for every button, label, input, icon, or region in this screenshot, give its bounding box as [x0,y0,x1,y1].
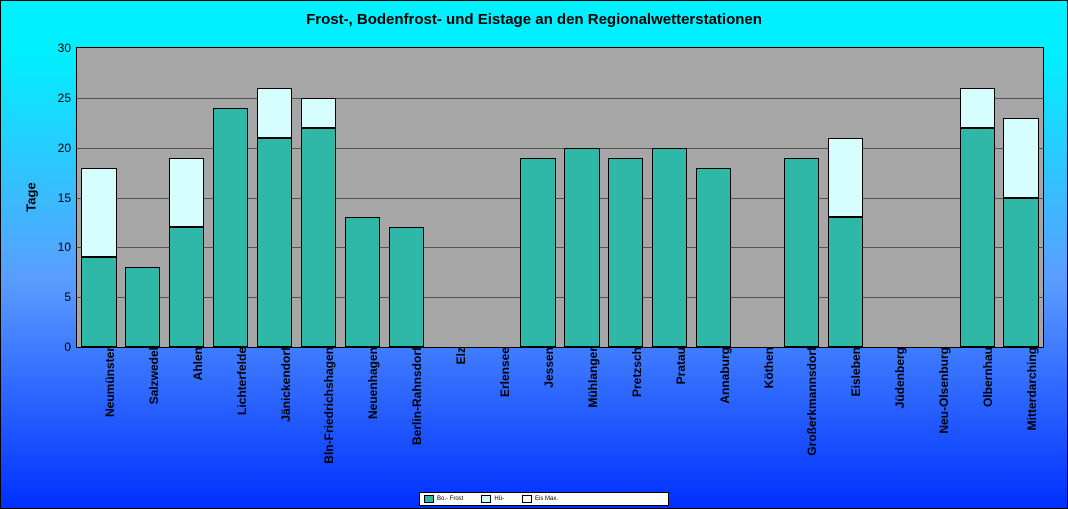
category-label: Jüdenberg [889,347,907,408]
bar-segment [1003,198,1038,348]
bar-slot: Neuenhagen [340,48,384,347]
chart-title: Frost-, Bodenfrost- und Eistage an den R… [1,11,1067,28]
legend-swatch [481,495,491,503]
bar-segment [828,217,863,347]
bar-segment [520,158,555,347]
bar-segment [125,267,160,347]
y-tick-label: 5 [64,290,77,304]
category-label: Jessen [538,347,556,388]
bar-segment [828,138,863,218]
category-label: Neu-Olsenburg [933,347,951,434]
category-label: Annaburg [714,347,732,404]
bar-slot: Pratau [648,48,692,347]
category-label: Pretzsch [626,347,644,397]
bar-slot: Pretzsch [604,48,648,347]
bar-slot: Erlensee [472,48,516,347]
category-label: Pratau [670,347,688,384]
bar-segment [301,128,336,347]
bar-segment [608,158,643,347]
bar-slot: Mitterdarching [999,48,1043,347]
category-label: Eisleben [845,347,863,396]
bar-slot: Annaburg [692,48,736,347]
bar-slot: Lichterfelde [209,48,253,347]
legend-label: Eis Max. [535,496,558,502]
y-tick-label: 15 [58,191,77,205]
bar-segment [169,227,204,347]
y-tick-label: 30 [58,41,77,55]
bar-slot: Großerkmannsdorf [780,48,824,347]
bar-segment [213,108,248,347]
category-label: Mühlanger [582,347,600,408]
bar-segment [564,148,599,347]
bar-segment [81,257,116,347]
bar-segment [389,227,424,347]
bar-slot: Berlin-Rahnsdorf [384,48,428,347]
category-label: Mitterdarching [1021,347,1039,430]
legend-swatch [522,495,532,503]
bar-slot: Köthen [736,48,780,347]
bar-slot: Mühlanger [560,48,604,347]
category-label: Elz [450,347,468,364]
category-label: Neuenhagen [362,347,380,419]
legend-entry: Hü- [481,495,504,503]
legend-entry: Eis Max. [522,495,558,503]
category-label: Bln-Friedrichshagen [318,347,336,464]
legend-label: Hü- [494,496,504,502]
bar-segment [301,98,336,128]
bar-segment [81,168,116,258]
chart-frame: Frost-, Bodenfrost- und Eistage an den R… [0,0,1068,509]
category-label: Großerkmannsdorf [801,347,819,456]
category-label: Salzwedel [143,347,161,404]
bar-segment [1003,118,1038,198]
y-axis-label: Tage [24,182,39,211]
y-tick-label: 0 [64,340,77,354]
category-label: Ahlen [187,347,205,380]
bar-segment [960,88,995,128]
category-label: Berlin-Rahnsdorf [406,347,424,445]
bar-segment [257,138,292,347]
bar-segment [169,158,204,228]
bar-segment [784,158,819,347]
category-label: Neumünster [99,347,117,417]
y-tick-label: 25 [58,91,77,105]
plot-area: 051015202530NeumünsterSalzwedelAhlenLich… [76,47,1044,348]
bar-slot: Jüdenberg [867,48,911,347]
category-label: Jänickendorf [275,347,293,422]
category-label: Köthen [758,347,776,388]
legend-swatch [424,495,434,503]
bar-segment [345,217,380,347]
bar-slot: Eisleben [823,48,867,347]
y-tick-label: 20 [58,141,77,155]
category-label: Lichterfelde [231,347,249,415]
bar-slot: Jänickendorf [253,48,297,347]
bar-slot: Olbernhau [955,48,999,347]
bar-slot: Bln-Friedrichshagen [297,48,341,347]
bar-slot: Ahlen [165,48,209,347]
bar-slot: Elz [428,48,472,347]
bar-slot: Neu-Olsenburg [911,48,955,347]
bar-slot: Jessen [516,48,560,347]
bar-slot: Neumünster [77,48,121,347]
bar-segment [257,88,292,138]
bar-segment [696,168,731,347]
bar-segment [960,128,995,347]
y-tick-label: 10 [58,240,77,254]
legend-entry: Bo.- Frost [424,495,463,503]
category-label: Erlensee [494,347,512,397]
category-label: Olbernhau [977,347,995,407]
legend: Bo.- Frost Hü- Eis Max. [419,492,669,506]
legend-label: Bo.- Frost [437,496,463,502]
bar-segment [652,148,687,347]
bar-slot: Salzwedel [121,48,165,347]
